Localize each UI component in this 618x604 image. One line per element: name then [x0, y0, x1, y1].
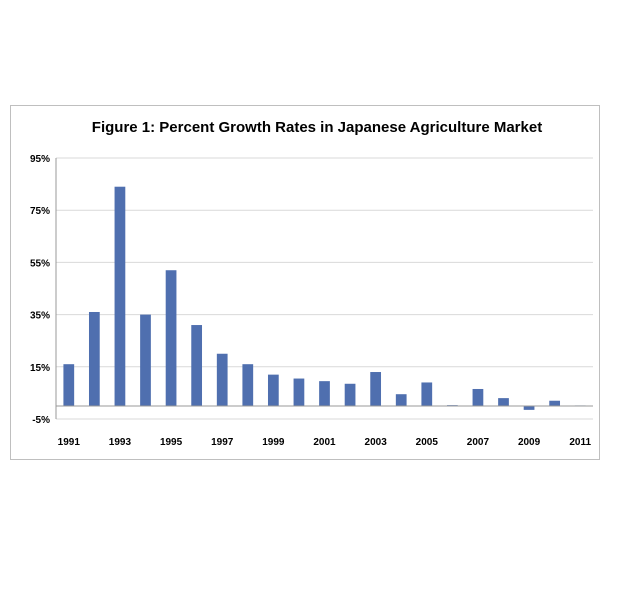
- bar-2001: [319, 381, 330, 406]
- x-tick-label: 1997: [211, 437, 234, 448]
- bar-2000: [293, 378, 305, 406]
- bar-2003: [370, 372, 382, 406]
- bar-1991: [63, 364, 75, 406]
- bar-1993: [114, 186, 126, 406]
- bar-2007: [472, 388, 484, 406]
- bar-1992: [88, 311, 100, 406]
- axes: [55, 158, 593, 419]
- bar-1995: [165, 270, 177, 406]
- bar-1998: [242, 364, 254, 406]
- y-tick-labels: 95% 75% 55% 35% 15% -5%: [30, 154, 50, 426]
- x-tick-label: 1993: [109, 437, 132, 448]
- y-tick-label: 55%: [30, 258, 50, 269]
- bar-2005: [421, 382, 433, 406]
- x-tick-label: 1999: [262, 437, 285, 448]
- x-tick-label: 2001: [313, 437, 336, 448]
- x-tick-label: 2005: [416, 437, 439, 448]
- bar-1997: [216, 353, 228, 406]
- x-tick-label: 2003: [365, 437, 388, 448]
- y-tick-label: 95%: [30, 154, 50, 165]
- bar-2002: [344, 383, 356, 406]
- chart: Figure 1: Percent Growth Rates in Japane…: [30, 119, 593, 448]
- x-tick-label: 1991: [58, 437, 81, 448]
- bar-2008: [498, 398, 509, 406]
- bar-2009: [523, 405, 535, 410]
- bar-1994: [140, 314, 151, 406]
- x-tick-label: 1995: [160, 437, 183, 448]
- bar-2004: [395, 394, 407, 406]
- x-tick-label: 2007: [467, 437, 490, 448]
- y-tick-label: 15%: [30, 363, 50, 374]
- x-tick-label: 2009: [518, 437, 541, 448]
- bar-1999: [267, 374, 279, 406]
- y-tick-label: 35%: [30, 311, 50, 322]
- chart-title: Figure 1: Percent Growth Rates in Japane…: [92, 119, 542, 136]
- bar-1996: [191, 325, 203, 406]
- x-tick-labels: 1991 1993 1995 1997 1999 2001 2003 2005 2007 2009…: [58, 437, 592, 448]
- y-tick-label: 75%: [30, 206, 50, 217]
- y-tick-label: -5%: [32, 415, 50, 426]
- bar-2010: [549, 400, 561, 406]
- bars: [63, 186, 586, 410]
- x-tick-label: 2011: [569, 437, 591, 448]
- gridlines: [56, 157, 593, 420]
- chart-frame: Figure 1: Percent Growth Rates in Japane…: [10, 105, 600, 460]
